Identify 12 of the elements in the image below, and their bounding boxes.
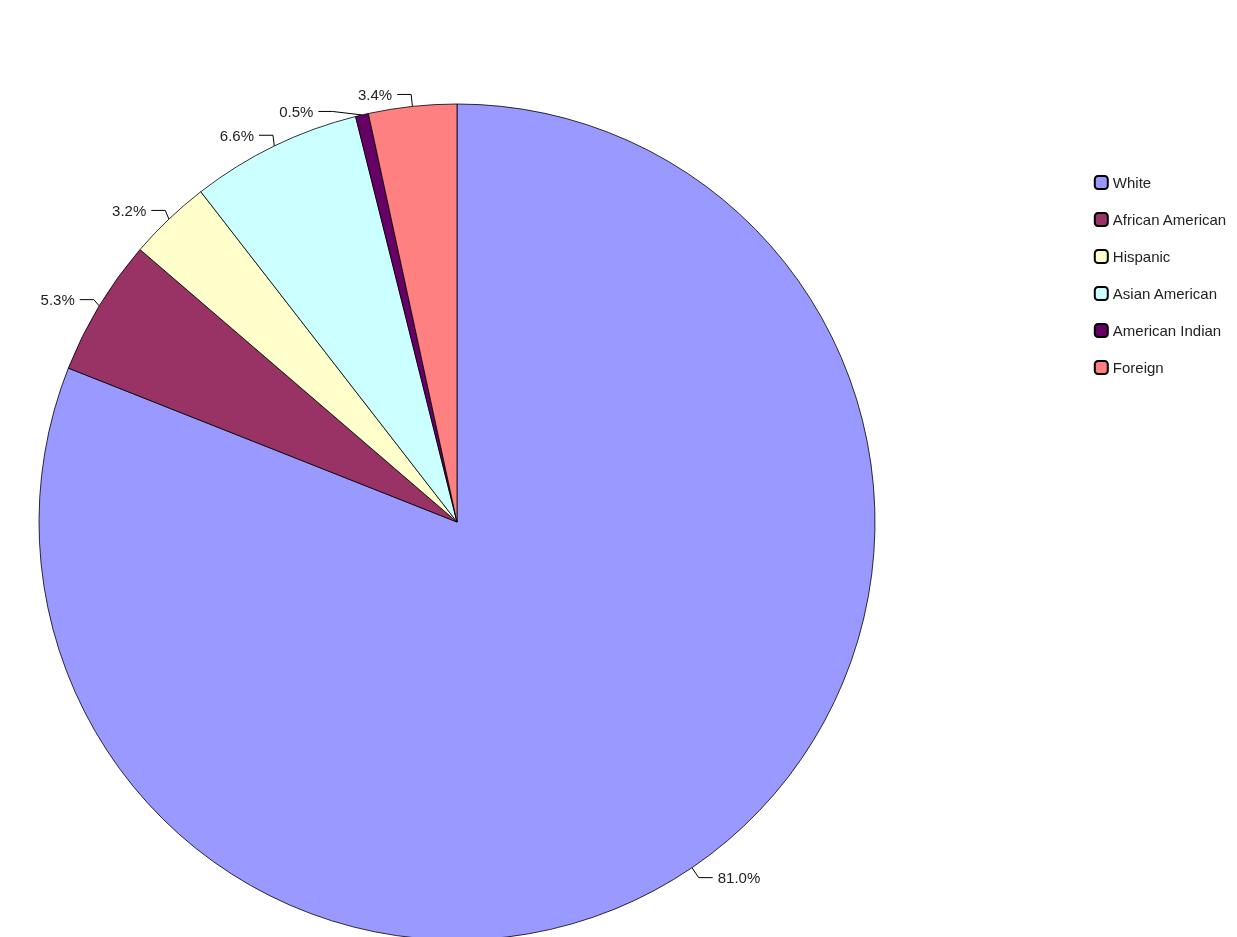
data-label: 5.3%	[40, 291, 75, 309]
legend-label: Hispanic	[1112, 248, 1171, 265]
legend-label: African American	[1112, 211, 1227, 228]
data-label: 3.2%	[112, 201, 147, 219]
data-label: 81.0%	[717, 869, 761, 887]
legend-label: Foreign	[1112, 359, 1164, 376]
data-label: 3.4%	[357, 85, 393, 103]
legend-label: Asian American	[1112, 285, 1218, 302]
legend-label: American Indian	[1112, 322, 1222, 339]
data-label: 6.6%	[219, 126, 254, 144]
data-label: 0.5%	[279, 102, 314, 120]
legend-label: White	[1112, 174, 1152, 191]
